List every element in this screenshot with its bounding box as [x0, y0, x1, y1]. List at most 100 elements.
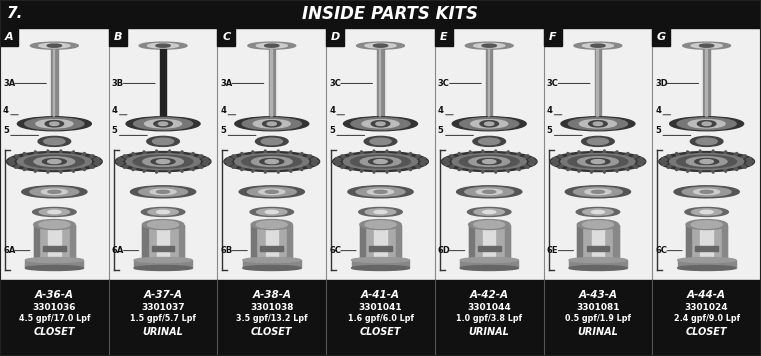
Ellipse shape — [252, 151, 255, 156]
Ellipse shape — [686, 157, 727, 166]
Ellipse shape — [39, 43, 70, 48]
Ellipse shape — [734, 166, 737, 171]
Ellipse shape — [49, 122, 59, 126]
Ellipse shape — [156, 159, 170, 163]
Text: A-44-A: A-44-A — [687, 290, 726, 300]
Ellipse shape — [625, 153, 629, 157]
Ellipse shape — [702, 122, 712, 126]
Ellipse shape — [250, 208, 294, 216]
Ellipse shape — [471, 120, 508, 128]
Ellipse shape — [567, 153, 572, 157]
Bar — [379, 49, 380, 116]
Ellipse shape — [444, 158, 450, 161]
Ellipse shape — [14, 164, 20, 168]
Ellipse shape — [553, 163, 559, 166]
Ellipse shape — [670, 117, 743, 131]
Bar — [460, 260, 518, 268]
Ellipse shape — [234, 153, 309, 169]
Bar — [686, 225, 691, 268]
Ellipse shape — [154, 121, 172, 127]
Text: CLOSET: CLOSET — [251, 327, 292, 337]
Ellipse shape — [603, 150, 606, 156]
Ellipse shape — [48, 159, 61, 163]
Ellipse shape — [473, 221, 505, 228]
Text: 2.4 gpf/9.0 Lpf: 2.4 gpf/9.0 Lpf — [673, 314, 740, 323]
Ellipse shape — [712, 167, 715, 173]
Bar — [260, 246, 283, 251]
Ellipse shape — [251, 220, 292, 230]
Text: 3301041: 3301041 — [358, 303, 403, 312]
Text: A-41-A: A-41-A — [361, 290, 400, 300]
Text: URINAL: URINAL — [142, 327, 183, 337]
Ellipse shape — [632, 164, 638, 168]
Ellipse shape — [189, 153, 194, 157]
Ellipse shape — [678, 257, 736, 262]
Ellipse shape — [603, 167, 606, 173]
Text: G: G — [657, 32, 666, 42]
Text: 5: 5 — [655, 126, 661, 135]
Ellipse shape — [506, 151, 509, 156]
Bar — [33, 225, 39, 268]
Ellipse shape — [469, 157, 510, 166]
Text: 6B: 6B — [221, 246, 233, 255]
Ellipse shape — [741, 164, 747, 168]
Ellipse shape — [460, 266, 518, 271]
Ellipse shape — [48, 190, 61, 193]
Ellipse shape — [568, 118, 628, 130]
Ellipse shape — [155, 167, 158, 173]
Ellipse shape — [34, 157, 75, 166]
Ellipse shape — [695, 158, 718, 164]
Ellipse shape — [204, 160, 210, 163]
Ellipse shape — [397, 151, 400, 156]
Text: D: D — [330, 32, 339, 42]
Text: 3C: 3C — [438, 79, 450, 88]
Ellipse shape — [482, 190, 495, 193]
Ellipse shape — [574, 42, 622, 49]
Ellipse shape — [581, 136, 614, 146]
Ellipse shape — [585, 189, 611, 194]
Ellipse shape — [741, 155, 747, 159]
Ellipse shape — [465, 42, 513, 49]
Bar — [48, 225, 61, 268]
Text: 3301037: 3301037 — [142, 303, 185, 312]
Ellipse shape — [591, 210, 604, 214]
Ellipse shape — [47, 44, 62, 47]
Ellipse shape — [358, 208, 403, 216]
Ellipse shape — [482, 210, 495, 214]
Bar — [369, 246, 392, 251]
Ellipse shape — [442, 160, 448, 163]
Bar — [578, 225, 582, 268]
Bar — [360, 225, 401, 268]
Bar — [0, 28, 109, 280]
Ellipse shape — [155, 150, 158, 156]
Ellipse shape — [94, 158, 100, 161]
Ellipse shape — [686, 151, 690, 156]
Ellipse shape — [374, 210, 387, 214]
Ellipse shape — [277, 167, 279, 173]
Text: URINAL: URINAL — [578, 327, 619, 337]
Text: A-38-A: A-38-A — [253, 290, 291, 300]
Ellipse shape — [674, 186, 739, 198]
Text: 3301044: 3301044 — [467, 303, 511, 312]
Bar — [360, 225, 365, 268]
Bar — [43, 246, 65, 251]
Bar — [0, 280, 761, 356]
Ellipse shape — [243, 257, 301, 262]
Ellipse shape — [370, 138, 391, 145]
Ellipse shape — [474, 209, 505, 215]
Ellipse shape — [242, 155, 301, 168]
Ellipse shape — [343, 153, 418, 169]
Ellipse shape — [368, 189, 393, 194]
Text: E: E — [440, 32, 447, 42]
Bar — [594, 49, 601, 116]
Ellipse shape — [227, 158, 232, 161]
Ellipse shape — [24, 153, 27, 157]
Bar — [352, 260, 409, 268]
Ellipse shape — [33, 208, 76, 216]
Ellipse shape — [7, 152, 102, 172]
Ellipse shape — [485, 122, 494, 126]
Ellipse shape — [180, 151, 183, 156]
Ellipse shape — [677, 118, 736, 130]
Ellipse shape — [298, 166, 303, 171]
Ellipse shape — [591, 159, 605, 163]
